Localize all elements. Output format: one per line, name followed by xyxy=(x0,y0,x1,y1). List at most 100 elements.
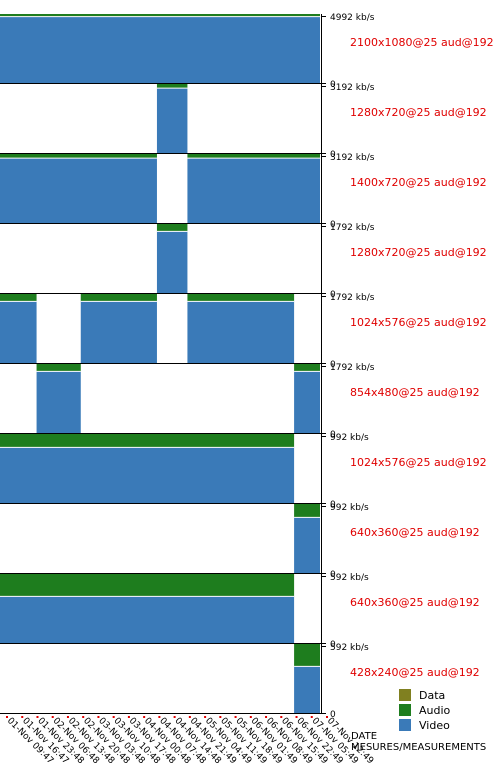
zero-label: 0 xyxy=(330,500,336,510)
resolution-label: 428x240@25 aud@192 xyxy=(350,666,480,679)
audio-bar xyxy=(0,434,295,448)
x-axis-title: DATE MESURES/MEASUREMENTS xyxy=(351,731,486,753)
ymax-label: 1792 kb/s xyxy=(330,223,375,233)
video-bar xyxy=(0,447,295,503)
x-tick-dot xyxy=(265,716,268,718)
audio-bar xyxy=(294,364,320,372)
video-bar xyxy=(187,301,295,363)
zero-label: 0 xyxy=(330,290,336,300)
x-tick-dot xyxy=(143,716,146,718)
x-tick-dot xyxy=(6,716,8,718)
x-tick-dot xyxy=(127,716,130,718)
x-axis-title-line-2: MESURES/MEASUREMENTS xyxy=(351,742,486,753)
legend-label: Video xyxy=(419,719,450,732)
ymax-label: 1792 kb/s xyxy=(330,293,375,303)
x-tick-dot xyxy=(280,716,283,718)
video-bar xyxy=(0,158,157,223)
resolution-label: 2100x1080@25 aud@192 xyxy=(350,36,494,49)
video-bar xyxy=(36,371,81,433)
zero-label: 0 xyxy=(330,360,336,370)
x-tick-dot xyxy=(112,716,115,718)
ymax-label: 3192 kb/s xyxy=(330,153,375,163)
x-tick-dot xyxy=(82,716,85,718)
ymax-label: 592 kb/s xyxy=(330,573,369,583)
x-tick-dot xyxy=(219,716,222,718)
audio-bar xyxy=(0,14,320,17)
x-tick-dot xyxy=(66,716,69,718)
x-tick-dot xyxy=(21,716,24,718)
ymax-label: 1792 kb/s xyxy=(330,363,375,373)
x-tick-dot xyxy=(97,716,100,718)
audio-bar xyxy=(187,154,320,159)
ymax-label: 3192 kb/s xyxy=(330,83,375,93)
zero-label: 0 xyxy=(330,150,336,160)
ymax-label: 992 kb/s xyxy=(330,503,369,513)
x-tick-dot xyxy=(234,716,237,718)
audio-bar xyxy=(0,574,295,597)
x-tick-dot xyxy=(295,716,298,718)
zero-label: 0 xyxy=(330,640,336,650)
video-bar xyxy=(156,231,188,293)
x-tick-dot xyxy=(188,716,191,718)
legend-swatch xyxy=(399,689,411,701)
resolution-label: 640x360@25 aud@192 xyxy=(350,526,480,539)
audio-bar xyxy=(156,84,188,89)
resolution-label: 1280x720@25 aud@192 xyxy=(350,106,487,119)
resolution-label: 1400x720@25 aud@192 xyxy=(350,176,487,189)
audio-bar xyxy=(187,294,295,302)
audio-bar xyxy=(0,154,157,159)
audio-bar xyxy=(294,644,320,667)
video-bar xyxy=(187,158,320,223)
resolution-label: 854x480@25 aud@192 xyxy=(350,386,480,399)
audio-bar xyxy=(0,294,37,302)
video-bar xyxy=(294,371,320,433)
x-tick-dot xyxy=(249,716,252,718)
legend-swatch xyxy=(399,719,411,731)
resolution-label: 1280x720@25 aud@192 xyxy=(350,246,487,259)
resolution-label: 1024x576@25 aud@192 xyxy=(350,456,487,469)
video-bar xyxy=(0,301,37,363)
video-bar xyxy=(294,666,320,713)
legend-swatch xyxy=(399,704,411,716)
audio-bar xyxy=(156,224,188,232)
video-bar xyxy=(80,301,157,363)
audio-bar xyxy=(36,364,81,372)
zero-label: 0 xyxy=(330,80,336,90)
zero-label: 0 xyxy=(330,430,336,440)
video-bar xyxy=(294,517,320,573)
x-tick-dot xyxy=(310,716,313,718)
audio-bar xyxy=(294,504,320,518)
panel: 4992 kb/s 0 2100x1080@25 aud@192 xyxy=(0,13,494,90)
legend-label: Data xyxy=(419,689,445,702)
x-axis-title-line-1: DATE xyxy=(351,731,377,742)
x-tick-dot xyxy=(173,716,176,718)
x-tick-dot xyxy=(36,716,39,718)
ymax-label: 592 kb/s xyxy=(330,643,369,653)
legend: Data Audio Video xyxy=(399,689,451,732)
video-bar xyxy=(0,596,295,643)
ymax-label: 992 kb/s xyxy=(330,433,369,443)
zero-label: 0 xyxy=(330,220,336,230)
x-tick-dot xyxy=(204,716,207,718)
x-tick-dot xyxy=(51,716,54,718)
legend-label: Audio xyxy=(419,704,451,717)
zero-label: 0 xyxy=(330,710,336,720)
ymax-label: 4992 kb/s xyxy=(330,13,375,23)
video-bar xyxy=(156,88,188,153)
resolution-label: 640x360@25 aud@192 xyxy=(350,596,480,609)
audio-bar xyxy=(80,294,157,302)
resolution-label: 1024x576@25 aud@192 xyxy=(350,316,487,329)
zero-label: 0 xyxy=(330,570,336,580)
